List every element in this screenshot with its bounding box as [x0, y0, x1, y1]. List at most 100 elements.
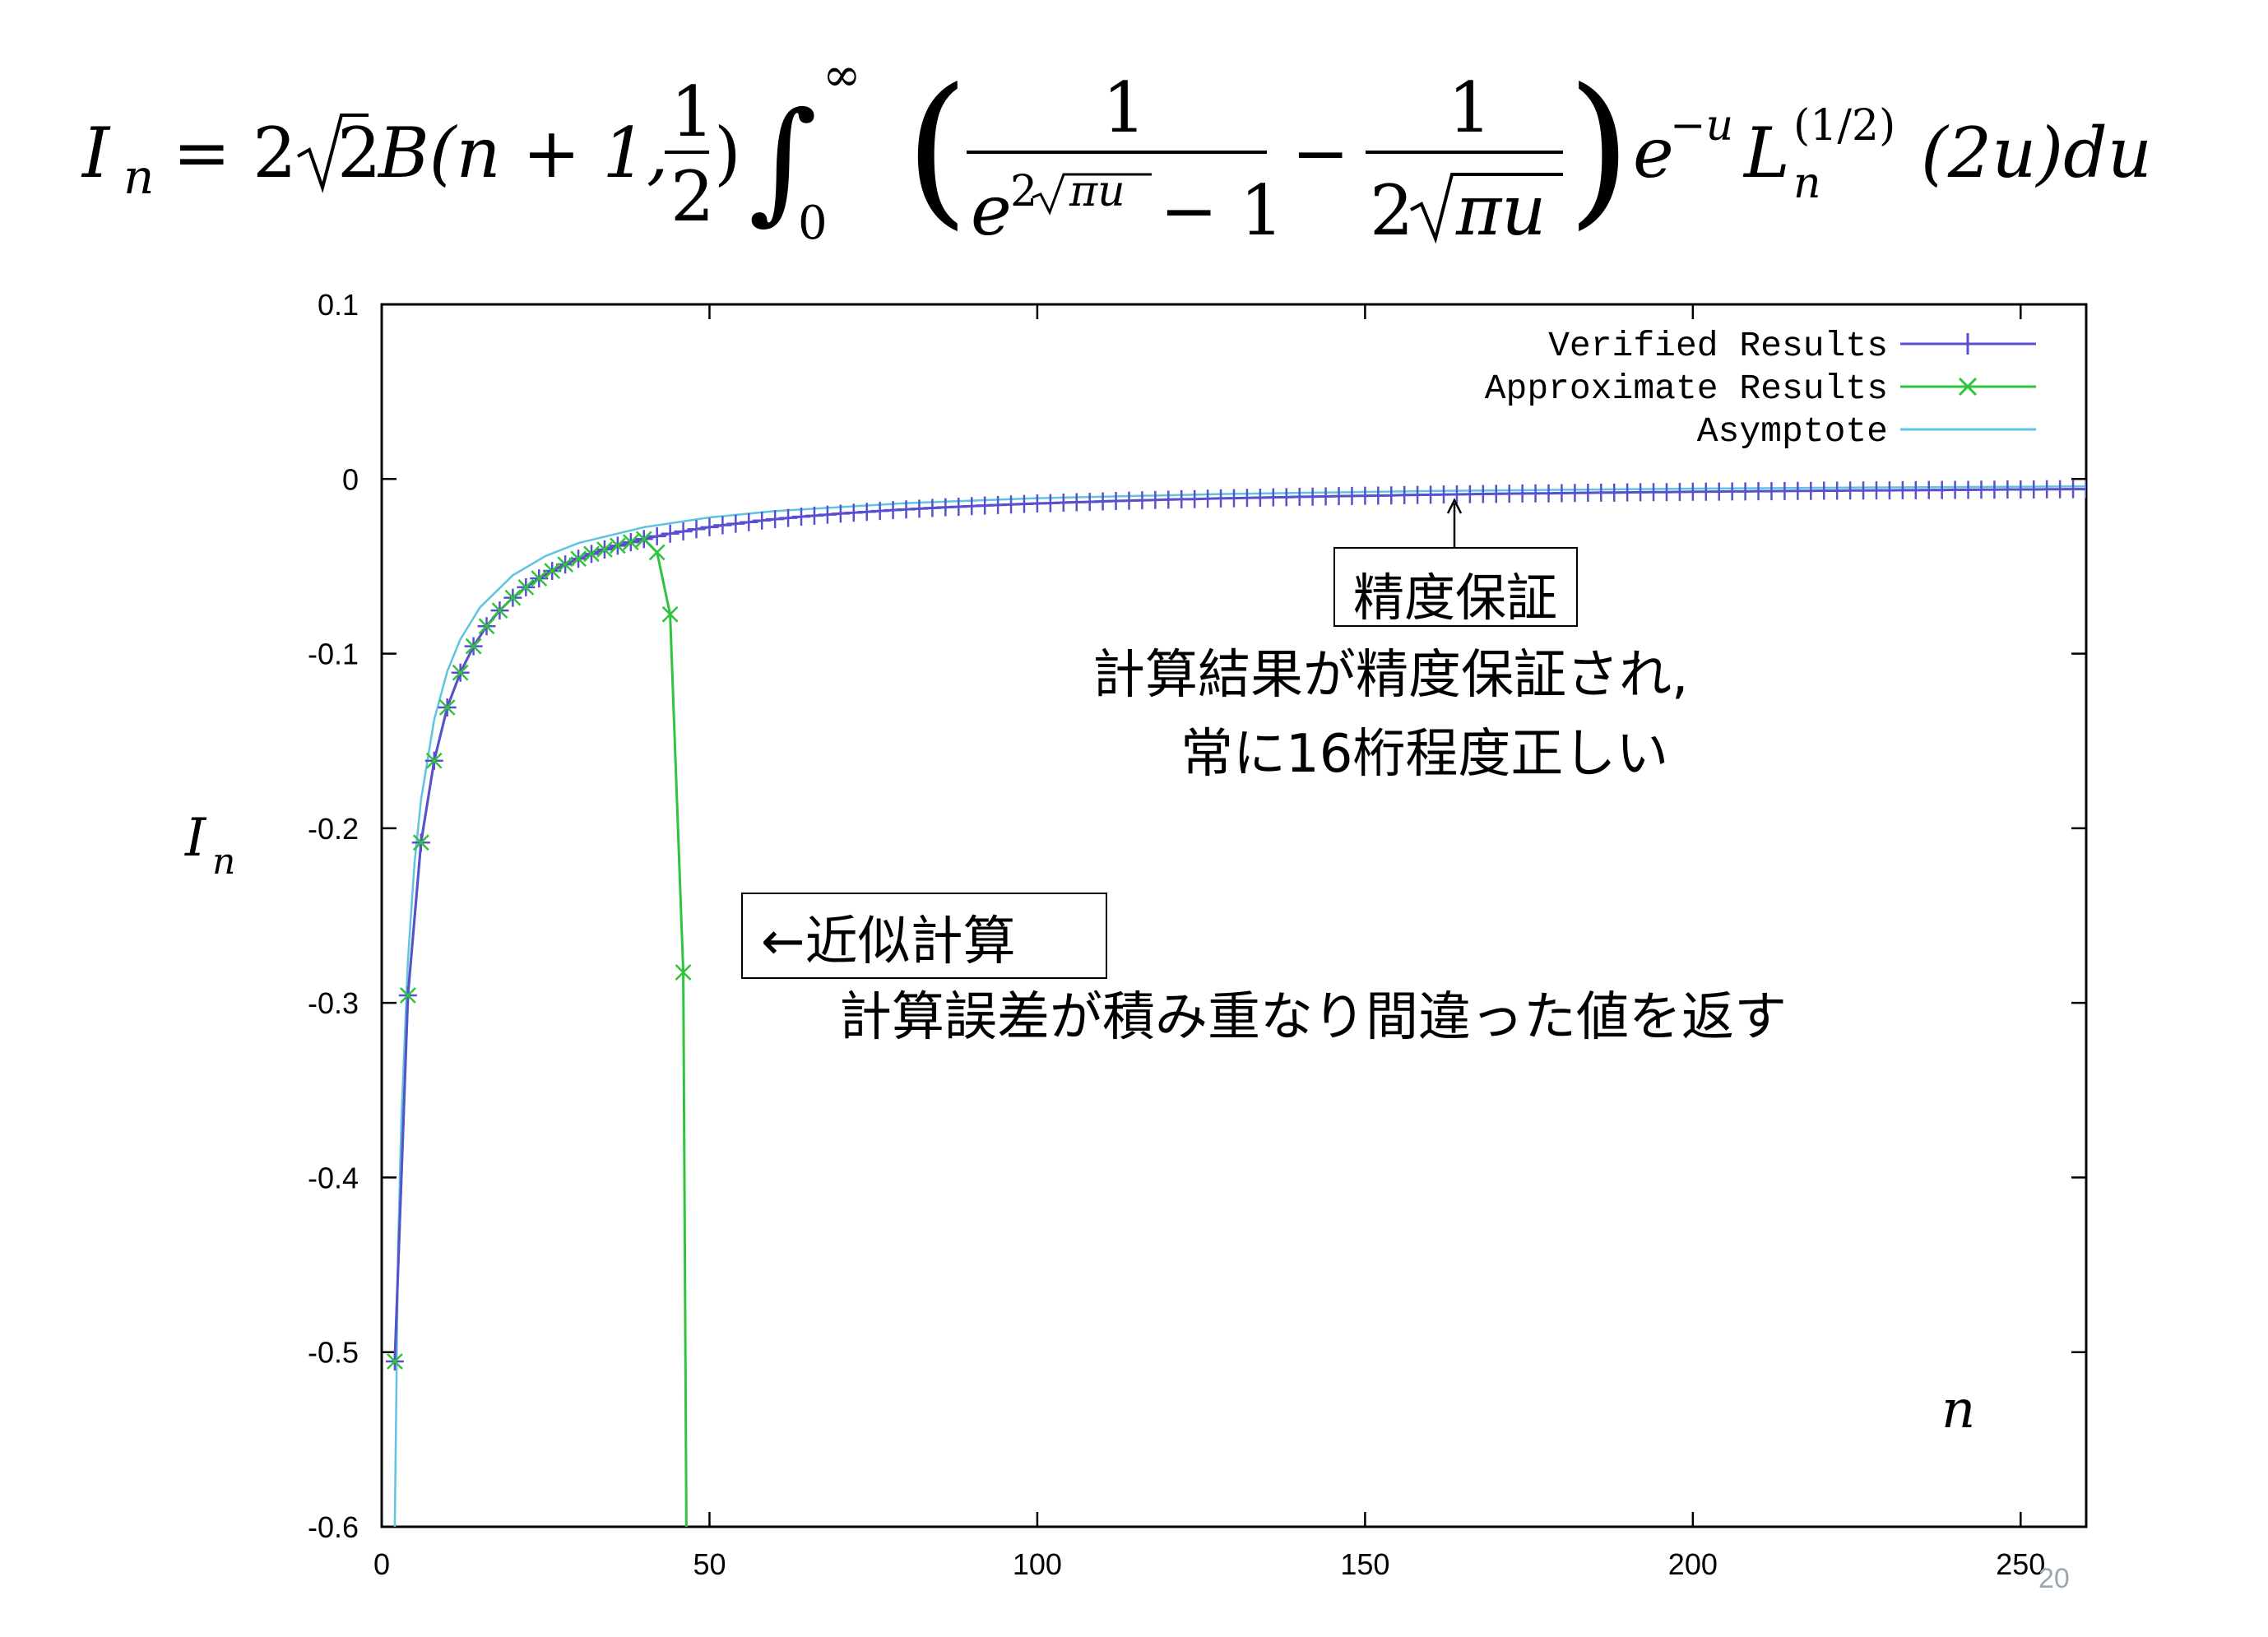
verified-note-line2: 常に16桁程度正しい	[1180, 724, 1668, 785]
x-axis-label: n	[1941, 1380, 1975, 1440]
formula-big-lparen: (	[905, 53, 969, 245]
formula-frac2-num: 1	[1448, 67, 1491, 148]
verified-point	[792, 508, 811, 526]
formula-tail: (2u)du	[1921, 113, 2152, 193]
approx-point	[622, 534, 639, 551]
x-tick-label: 150	[1340, 1547, 1389, 1581]
formula-frac1-den-exp: 2	[1010, 167, 1037, 216]
approx-point	[648, 544, 666, 561]
verified-point	[766, 510, 785, 529]
formula-big-rparen: )	[1567, 53, 1631, 245]
formula-frac2-den-sqrt: πu	[1455, 170, 1546, 251]
approx-point	[491, 602, 508, 619]
verified-point	[687, 520, 706, 539]
verified-point	[2077, 480, 2086, 499]
formula-frac1-den-sqrt: πu	[1069, 167, 1125, 216]
approx-point	[478, 618, 495, 635]
formula-beta: B(n + 1,	[377, 113, 669, 193]
verified-point	[713, 516, 732, 535]
series-line-approximate-results	[393, 537, 688, 1527]
verified-point	[647, 526, 666, 545]
formula-laguerre: L	[1742, 113, 1790, 193]
approx-point	[425, 752, 443, 769]
verified-point	[674, 522, 693, 540]
formula-exp-power: −u	[1670, 101, 1733, 151]
formula-half-den: 2	[670, 156, 714, 237]
formula-int-upper: ∞	[823, 49, 861, 102]
formula-exp-base: e	[1633, 113, 1674, 193]
approx-point	[557, 556, 574, 573]
approx-point	[412, 834, 429, 851]
approx-point	[661, 605, 679, 623]
legend-marker-approx	[1958, 377, 1978, 396]
y-tick-label: -0.5	[308, 1336, 359, 1370]
verified-point	[726, 514, 745, 533]
formula-minus: −	[1292, 113, 1349, 193]
approx-point	[504, 589, 522, 606]
x-tick-label: 100	[1013, 1547, 1062, 1581]
legend-label-approx: Approximate Results	[1485, 369, 1888, 409]
approx-point	[583, 545, 600, 563]
verified-point	[805, 506, 823, 525]
verified-point	[818, 505, 837, 524]
approx-point	[610, 537, 626, 554]
formula-laguerre-sup: (1/2)	[1793, 101, 1895, 151]
formula-lhs: I	[81, 113, 111, 193]
approx-point	[517, 579, 535, 596]
verified-point	[740, 512, 758, 531]
formula-integral-sign: ∫	[749, 83, 817, 237]
y-axis-label: I	[184, 808, 207, 869]
formula-int-lower: 0	[798, 197, 828, 250]
approx-box-label: ←近似計算	[761, 911, 1016, 972]
x-tick-label: 200	[1668, 1547, 1718, 1581]
y-tick-label: 0	[342, 462, 359, 496]
formula-frac1-num: 1	[1102, 67, 1146, 148]
formula-sqrt-sign	[297, 114, 369, 193]
approx-point	[452, 664, 469, 681]
plot-frame	[380, 303, 2088, 1528]
y-tick-label: -0.6	[308, 1510, 359, 1544]
approx-point	[465, 638, 482, 655]
approx-box	[741, 893, 1107, 979]
x-tick-label: 0	[373, 1547, 390, 1581]
legend-label-verified: Verified Results	[1548, 326, 1888, 366]
verified-arrow-head	[1446, 498, 1463, 514]
formula-frac1-den-tail: − 1	[1160, 170, 1284, 251]
y-tick-label: 0.1	[318, 288, 359, 322]
approx-point	[675, 964, 692, 981]
verified-point	[661, 524, 679, 543]
formula-frac2-den-pre: 2	[1370, 170, 1413, 251]
approx-point	[531, 570, 548, 587]
approx-point	[387, 1353, 403, 1370]
approx-point	[570, 550, 587, 568]
verified-note-line1: 計算結果が精度保証され,	[1092, 645, 1688, 706]
x-tick-label: 250	[1996, 1547, 2045, 1581]
verified-box	[1333, 547, 1578, 627]
approx-point	[544, 563, 561, 579]
approx-point	[399, 987, 416, 1004]
formula-laguerre-sub: n	[1793, 159, 1821, 208]
legend-label-asymptote: Asymptote	[1697, 411, 1888, 452]
formula-eq: = 2	[173, 113, 297, 193]
approx-point	[438, 699, 456, 716]
page-number: 20	[2038, 1563, 2070, 1594]
y-axis-label-sub: n	[212, 841, 235, 883]
formula-lhs-sub: n	[123, 149, 154, 205]
y-tick-label: -0.3	[308, 986, 359, 1020]
formula-close-paren: )	[714, 113, 741, 193]
formula-sqrt-arg: 2	[337, 113, 381, 193]
verified-point	[753, 511, 772, 530]
formula-frac2-sqrt-sign	[1410, 173, 1563, 244]
approx-point	[596, 541, 613, 558]
y-tick-label: -0.2	[308, 812, 359, 846]
approx-note: 計算誤差が積み重なり間違った値を返す	[839, 987, 1787, 1048]
formula-frac1-den-e: e	[971, 170, 1012, 251]
verified-point	[779, 508, 798, 527]
x-tick-label: 50	[693, 1547, 726, 1581]
y-tick-label: -0.4	[308, 1161, 359, 1194]
formula-half-num: 1	[670, 72, 714, 152]
formula: I n = 2 2 B(n + 1, 1 2 ) ∫ ∞ 0 ( 1 e 2 π…	[81, 49, 2152, 251]
legend-marker-verified	[1957, 333, 1978, 355]
approx-point	[635, 531, 652, 548]
